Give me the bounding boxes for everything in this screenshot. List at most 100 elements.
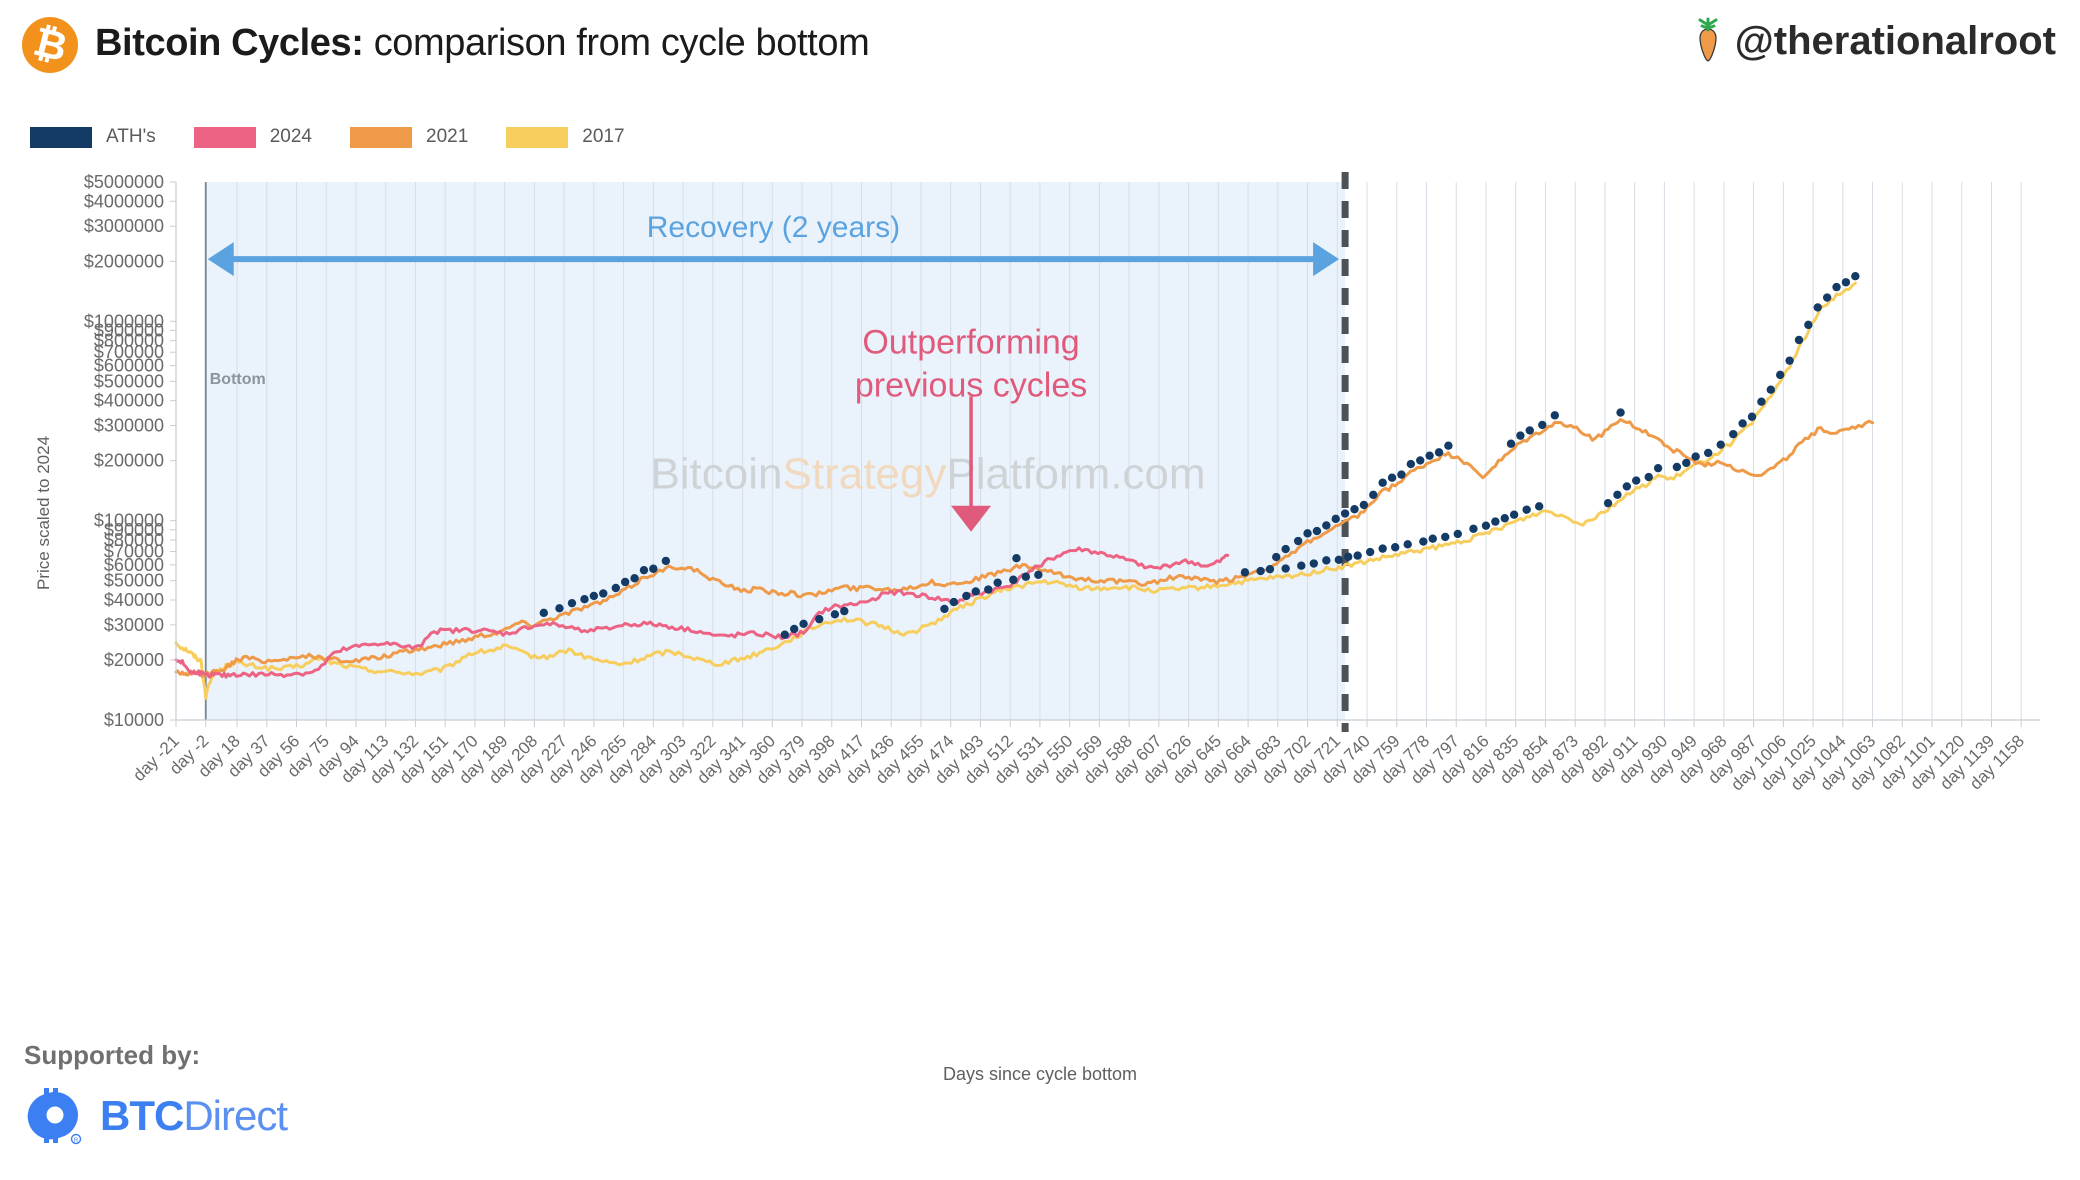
- ath-marker-2017: [1603, 498, 1613, 508]
- ath-marker-2021: [661, 556, 671, 566]
- y-tick-label: $200000: [94, 451, 164, 471]
- chart-container: Price scaled to 2024 Bottom $5000000 $4000…: [0, 160, 2080, 980]
- ath-marker-2017: [1653, 463, 1663, 473]
- ath-marker-2017: [1353, 551, 1362, 560]
- legend-swatch-aths: [30, 126, 92, 148]
- page-title-rest: comparison from cycle bottom: [363, 22, 870, 64]
- ath-marker-2017: [1322, 556, 1331, 565]
- ath-marker-2017: [1256, 566, 1265, 576]
- y-tick-label: $700000: [94, 342, 164, 362]
- ath-marker-2021: [1434, 448, 1444, 457]
- ath-marker-2021: [1406, 459, 1416, 469]
- outperforming-arrow-head: [951, 505, 992, 532]
- ath-marker-2017: [1785, 356, 1794, 365]
- price-chart: Bottom $5000000$4000000 $3000000 $2000000 $1…: [84, 172, 2040, 794]
- x-axis-title: Days since cycle bottom: [942, 1064, 1138, 1084]
- y-tick-label: $60000: [104, 555, 164, 575]
- ath-marker-2017: [1682, 458, 1691, 468]
- ath-marker-2017: [1804, 320, 1813, 330]
- ath-marker-2021: [1303, 529, 1312, 538]
- ath-marker-2017: [1776, 370, 1785, 380]
- ath-marker-2021: [599, 589, 608, 598]
- carrot-icon: [1691, 16, 1725, 62]
- legend-swatch-2017: [506, 126, 569, 148]
- ath-marker-2021: [1369, 490, 1378, 500]
- y-tick-label: $20000: [104, 650, 164, 670]
- chart-legend: ATH's 2024 2021 2017: [30, 124, 663, 150]
- ath-marker-2017: [1491, 517, 1500, 526]
- ath-marker-2017: [1297, 561, 1306, 570]
- ath-marker-2021: [1616, 408, 1625, 417]
- ath-marker-2021: [1281, 544, 1290, 554]
- y-tick-label: $5000000: [84, 172, 164, 192]
- ath-marker-2017: [1644, 472, 1653, 482]
- ath-marker-2021: [580, 595, 589, 604]
- ath-marker-2017: [1265, 564, 1275, 574]
- ath-marker-2017: [1034, 570, 1043, 580]
- legend-item-2024[interactable]: 2024: [193, 126, 312, 148]
- sponsor-logo[interactable]: R BTCDirect: [24, 1085, 288, 1147]
- legend-swatch-2024: [193, 126, 256, 148]
- ath-marker-2021: [567, 598, 577, 608]
- ath-marker-2021: [1516, 431, 1525, 440]
- ath-marker-2021: [1525, 426, 1534, 435]
- legend-label-2017: 2017: [582, 126, 625, 147]
- ath-marker-2017: [1344, 552, 1353, 562]
- legend-item-2017[interactable]: 2017: [506, 126, 625, 148]
- recovery-arrow-head-left: [207, 242, 234, 277]
- bottom-marker-label: Bottom: [210, 371, 266, 388]
- ath-marker-2021: [620, 577, 630, 587]
- recovery-arrow-head-right: [1313, 242, 1340, 277]
- y-tick-label: $30000: [104, 615, 164, 635]
- y-tick-label: $50000: [104, 571, 164, 591]
- btcdirect-logo-icon: R: [24, 1085, 86, 1147]
- y-tick-label: $600000: [94, 356, 164, 376]
- supported-by-label: Supported by:: [24, 1040, 201, 1070]
- y-tick-label: $70000: [104, 542, 164, 562]
- series-line-2017: [174, 281, 1857, 700]
- ath-marker-2017: [1281, 564, 1290, 573]
- y-tick-label: $80000: [104, 530, 164, 550]
- ath-marker-2017: [1632, 476, 1641, 485]
- sponsor-name-bold: BTC: [100, 1092, 184, 1139]
- recovery-annotation-label: Recovery (2 years): [647, 211, 900, 244]
- ath-marker-2017: [1428, 534, 1437, 543]
- ath-marker-2017: [1378, 544, 1387, 553]
- legend-item-2021[interactable]: 2021: [350, 126, 468, 148]
- ath-marker-2017: [984, 585, 993, 594]
- ath-marker-2017: [940, 604, 949, 614]
- ath-marker-2017: [1729, 429, 1738, 439]
- ath-marker-2021: [1331, 514, 1340, 524]
- y-tick-label: $900000: [94, 320, 164, 340]
- ath-marker-2021: [589, 591, 599, 601]
- y-tick-label: $90000: [104, 520, 164, 540]
- ath-marker-2017: [1453, 529, 1462, 539]
- legend-label-aths: ATH's: [106, 126, 156, 147]
- ath-marker-2017: [1766, 385, 1776, 394]
- y-tick-label: $2000000: [84, 251, 164, 271]
- ath-marker-2017: [993, 578, 1002, 587]
- ath-marker-2017: [1841, 278, 1851, 287]
- series-line-2021: [174, 418, 1875, 679]
- ath-marker-2021: [1538, 420, 1547, 430]
- ath-marker-2017: [1309, 559, 1319, 568]
- y-tick-label: $1000000: [84, 311, 164, 331]
- page-title-bold: Bitcoin Cycles:: [95, 22, 364, 64]
- watermark: BitcoinStrategyPlatform.com: [650, 449, 1205, 498]
- y-tick-label: $3000000: [84, 216, 164, 236]
- ath-marker-2017: [1794, 335, 1804, 345]
- ath-marker-2017: [1822, 293, 1832, 302]
- ath-marker-2021: [639, 565, 649, 575]
- ath-marker-2017: [1832, 282, 1841, 292]
- ath-marker-2021: [1340, 509, 1350, 518]
- ath-marker-2017: [1481, 521, 1491, 530]
- ath-marker-2021: [1397, 470, 1406, 479]
- sponsor-name-light: Direct: [183, 1092, 288, 1139]
- ath-marker-2021: [1293, 536, 1303, 546]
- y-tick-label: $4000000: [84, 191, 164, 211]
- y-tick-label: $40000: [104, 590, 164, 610]
- ath-marker-2017: [799, 619, 808, 629]
- ath-marker-2017: [971, 587, 980, 596]
- ath-marker-2017: [1622, 482, 1632, 491]
- legend-item-aths[interactable]: ATH's: [30, 126, 156, 148]
